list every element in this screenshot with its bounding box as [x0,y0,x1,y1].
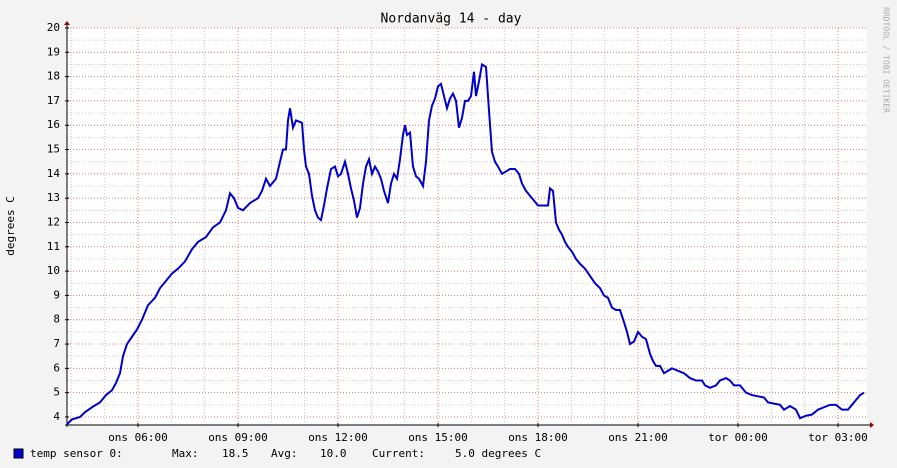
legend-stat-value: 10.0 [320,447,347,460]
y-tick-label: 17 [47,94,60,107]
y-axis-arrow [64,21,70,25]
x-axis-arrow [870,422,874,428]
y-tick-label: 16 [47,118,60,131]
y-tick-label: 9 [53,288,60,301]
y-tick-label: 20 [47,21,60,34]
legend-swatch [13,448,24,459]
x-tick-label: tor 00:00 [708,431,768,444]
y-tick-label: 10 [47,264,60,277]
y-tick-label: 4 [53,410,60,423]
legend-stat-value: 18.5 [222,447,249,460]
x-tick-label: ons 09:00 [208,431,268,444]
legend-stat-value: 5.0 degrees C [455,447,541,460]
y-tick-label: 13 [47,191,60,204]
marks [66,62,865,425]
x-tick-label: ons 15:00 [408,431,468,444]
x-tick-label: ons 21:00 [608,431,668,444]
legend-label: temp sensor 0: [30,447,123,460]
y-tick-label: 11 [47,240,60,253]
legend-stat-label: Max: [172,447,199,460]
watermark: RRDTOOL / TOBI OETIKER [882,7,891,113]
y-tick-label: 7 [53,337,60,350]
legend-stat-label: Current: [372,447,425,460]
y-axis-label: degrees C [4,196,17,256]
y-tick-label: 6 [53,361,60,374]
x-tick-label: tor 03:00 [808,431,868,444]
x-tick-label: ons 06:00 [108,431,168,444]
y-tick-label: 8 [53,313,60,326]
legend: temp sensor 0: Max: 18.5 Avg: 10.0 Curre… [13,447,541,460]
y-tick-label: 15 [47,143,60,156]
legend-stat-label: Avg: [271,447,298,460]
y-tick-label: 14 [47,167,61,180]
grid: 4 5 6 7 8 9 10 11 12 13 14 15 16 17 18 19 20 ons 06:00 ons… [47,21,874,444]
plot-area [67,28,867,425]
chart-title: Nordanväg 14 - day [381,12,522,27]
y-tick-label: 18 [47,70,60,83]
data-line [66,62,865,425]
y-tick-label: 5 [53,386,60,399]
y-tick-label: 12 [47,215,60,228]
x-tick-label: ons 18:00 [508,431,568,444]
x-tick-label: ons 12:00 [308,431,368,444]
y-tick-label: 19 [47,45,60,58]
